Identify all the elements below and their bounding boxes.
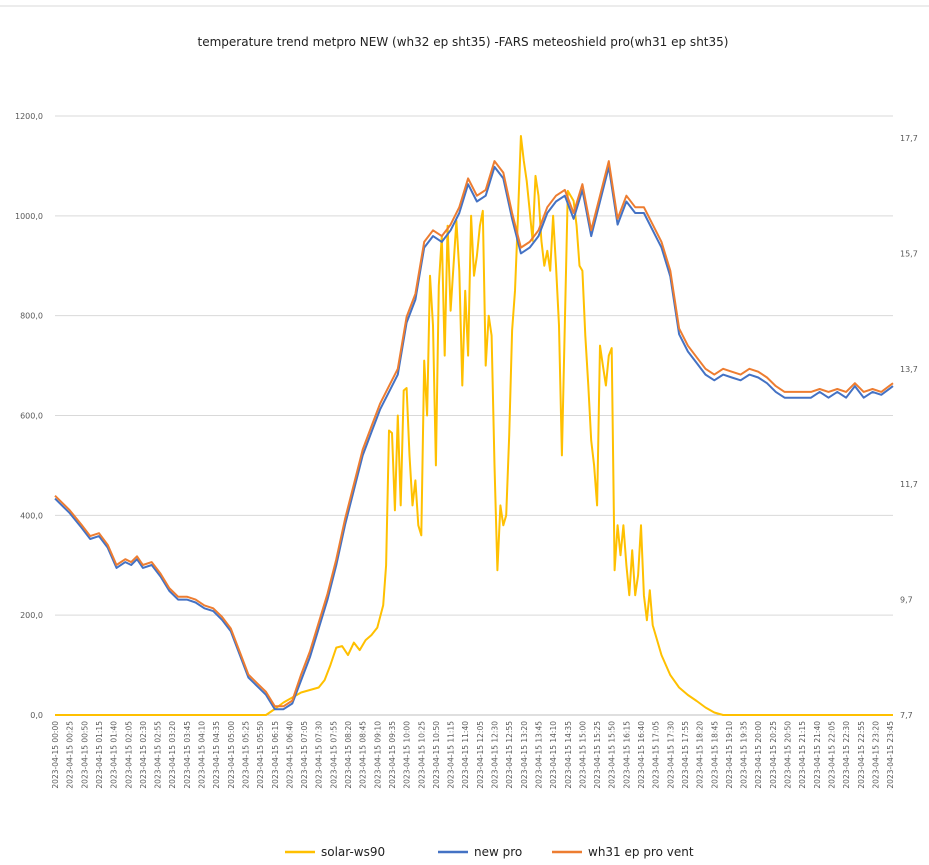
y-tick-label: 1000,0 [15,212,43,221]
x-tick-label: 2023-04-15 19:35 [740,721,749,789]
x-tick-label: 2023-04-15 20:25 [769,721,778,789]
series-line [54,165,894,711]
x-tick-label: 2023-04-15 00:25 [66,721,75,789]
x-tick-label: 2023-04-15 15:00 [578,721,587,789]
x-tick-label: 2023-04-15 21:40 [813,721,822,789]
x-tick-label: 2023-04-15 00:00 [51,721,60,789]
x-tick-label: 2023-04-15 03:45 [183,721,192,789]
y-tick-label: 200,0 [20,611,43,620]
x-tick-label: 2023-04-15 09:35 [388,721,397,789]
x-tick-label: 2023-04-15 12:30 [491,721,500,789]
x-tick-label: 2023-04-15 20:50 [784,721,793,789]
x-tick-label: 2023-04-15 04:10 [198,721,207,789]
x-tick-label: 2023-04-15 11:40 [461,721,470,789]
y-tick-label: 800,0 [20,312,43,321]
series-line [54,160,894,708]
x-tick-label: 2023-04-15 07:30 [315,721,324,789]
gridlines [55,115,893,716]
x-tick-label: 2023-04-15 16:15 [622,721,631,789]
x-tick-label: 2023-04-15 03:20 [168,721,177,789]
x-tick-label: 2023-04-15 13:45 [534,721,543,789]
y-tick-label: 400,0 [20,511,43,520]
y2-tick-label: 13,7 [900,365,918,374]
left-y-axis: 0,0 200,0 400,0 600,0 800,0 1000,0 1200,0 [15,112,43,720]
x-tick-label: 2023-04-15 05:25 [241,721,250,789]
legend-label: wh31 ep pro vent [588,845,694,859]
x-tick-label: 2023-04-15 08:45 [359,721,368,789]
x-tick-label: 2023-04-15 04:35 [212,721,221,789]
x-tick-label: 2023-04-15 22:30 [842,721,851,789]
x-tick-label: 2023-04-15 05:00 [227,721,236,789]
legend-label: solar-ws90 [321,845,385,859]
x-tick-label: 2023-04-15 01:15 [95,721,104,789]
series-line [55,135,893,716]
y-tick-label: 1200,0 [15,112,43,121]
x-tick-label: 2023-04-15 22:05 [827,721,836,789]
x-tick-label: 2023-04-15 15:50 [608,721,617,789]
chart-title: temperature trend metpro NEW (wh32 ep sh… [198,35,729,49]
x-tick-label: 2023-04-15 23:45 [886,721,895,789]
x-tick-label: 2023-04-15 14:10 [549,721,558,789]
y2-tick-label: 15,7 [900,249,918,258]
x-tick-label: 2023-04-15 23:20 [871,721,880,789]
x-tick-label: 2023-04-15 20:00 [754,721,763,789]
x-tick-label: 2023-04-15 02:30 [139,721,148,789]
y-tick-label: 0,0 [30,711,43,720]
x-tick-label: 2023-04-15 10:25 [417,721,426,789]
x-tick-label: 2023-04-15 12:05 [476,721,485,789]
x-tick-label: 2023-04-15 18:45 [710,721,719,789]
x-tick-label: 2023-04-15 09:10 [373,721,382,789]
x-tick-label: 2023-04-15 17:55 [681,721,690,789]
x-tick-label: 2023-04-15 02:05 [124,721,133,789]
y2-tick-label: 11,7 [900,480,918,489]
y2-tick-label: 9,7 [900,596,913,605]
x-tick-label: 2023-04-15 11:15 [447,721,456,789]
right-y-axis: 7,7 9,7 11,7 13,7 15,7 17,7 [900,134,918,720]
x-tick-label: 2023-04-15 18:20 [696,721,705,789]
y2-tick-label: 17,7 [900,134,918,143]
x-tick-label: 2023-04-15 12:55 [505,721,514,789]
x-tick-label: 2023-04-15 15:25 [593,721,602,789]
x-tick-label: 2023-04-15 07:55 [329,721,338,789]
x-tick-label: 2023-04-15 10:00 [403,721,412,789]
x-tick-label: 2023-04-15 10:50 [432,721,441,789]
x-tick-label: 2023-04-15 17:30 [666,721,675,789]
y-tick-label: 600,0 [20,412,43,421]
x-tick-label: 2023-04-15 07:05 [300,721,309,789]
x-tick-label: 2023-04-15 14:35 [564,721,573,789]
x-tick-label: 2023-04-15 16:40 [637,721,646,789]
x-tick-label: 2023-04-15 00:50 [80,721,89,789]
x-tick-label: 2023-04-15 05:50 [256,721,265,789]
x-tick-label: 2023-04-15 21:15 [798,721,807,789]
x-tick-label: 2023-04-15 06:40 [285,721,294,789]
x-tick-label: 2023-04-15 13:20 [520,721,529,789]
x-tick-label: 2023-04-15 01:40 [110,721,119,789]
x-axis: 2023-04-15 00:00 2023-04-15 00:25 2023-04-… [51,721,895,789]
x-tick-label: 2023-04-15 19:10 [725,721,734,789]
legend-label: new pro [474,845,522,859]
x-tick-label: 2023-04-15 02:55 [154,721,163,789]
x-tick-label: 2023-04-15 08:20 [344,721,353,789]
legend: solar-ws90 new pro wh31 ep pro vent [285,845,694,859]
y2-tick-label: 7,7 [900,711,913,720]
x-tick-label: 2023-04-15 17:05 [652,721,661,789]
series-lines [54,135,894,716]
x-tick-label: 2023-04-15 22:55 [857,721,866,789]
x-tick-label: 2023-04-15 06:15 [271,721,280,789]
